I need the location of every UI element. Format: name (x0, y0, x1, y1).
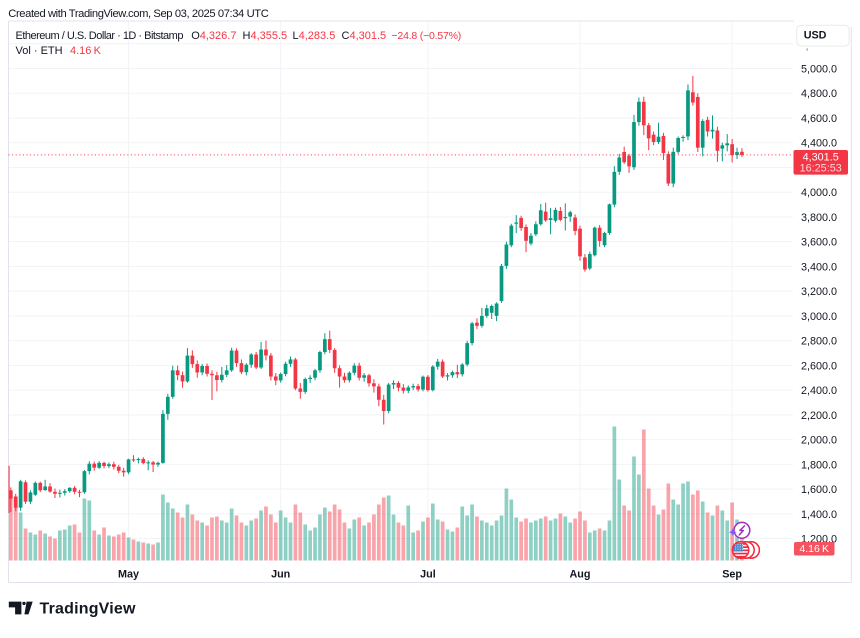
svg-text:16:25:53: 16:25:53 (800, 162, 842, 174)
svg-text:5,000.0: 5,000.0 (801, 64, 837, 76)
svg-text:Jun: Jun (271, 569, 290, 581)
svg-text:1,600.0: 1,600.0 (801, 484, 837, 496)
svg-text:Aug: Aug (570, 569, 591, 581)
svg-text:3,200.0: 3,200.0 (801, 286, 837, 298)
svg-text:Vol · ETH: Vol · ETH (16, 45, 63, 57)
svg-text:2,400.0: 2,400.0 (801, 385, 837, 397)
svg-text:C4,301.5: C4,301.5 (342, 30, 387, 42)
svg-text:2,600.0: 2,600.0 (801, 360, 837, 372)
svg-text:1,800.0: 1,800.0 (801, 459, 837, 471)
svg-text:4,301.5: 4,301.5 (803, 151, 839, 163)
svg-text:3,400.0: 3,400.0 (801, 261, 837, 273)
svg-text:4.16 K: 4.16 K (799, 543, 829, 555)
svg-text:4,600.0: 4,600.0 (801, 113, 837, 125)
svg-text:4,800.0: 4,800.0 (801, 88, 837, 100)
svg-text:Sep: Sep (722, 569, 742, 581)
svg-text:4,000.0: 4,000.0 (801, 187, 837, 199)
svg-text:Created with TradingView.com,: Created with TradingView.com, Sep 03, 20… (8, 8, 268, 20)
svg-text:−24.8 (−0.57%): −24.8 (−0.57%) (392, 30, 462, 42)
svg-text:May: May (118, 569, 139, 581)
svg-text:H4,355.5: H4,355.5 (243, 30, 288, 42)
svg-text:2,000.0: 2,000.0 (801, 435, 837, 447)
svg-text:1,400.0: 1,400.0 (801, 509, 837, 521)
svg-text:3,000.0: 3,000.0 (801, 311, 837, 323)
svg-text:2,800.0: 2,800.0 (801, 336, 837, 348)
svg-text:L4,283.5: L4,283.5 (293, 30, 336, 42)
svg-text:4,400.0: 4,400.0 (801, 138, 837, 150)
svg-text:3,600.0: 3,600.0 (801, 237, 837, 249)
svg-text:3,800.0: 3,800.0 (801, 212, 837, 224)
svg-text:USD: USD (804, 30, 827, 42)
svg-text:2,200.0: 2,200.0 (801, 410, 837, 422)
svg-text:O4,326.7: O4,326.7 (191, 30, 236, 42)
svg-text:TradingView: TradingView (40, 600, 137, 617)
svg-text:Jul: Jul (420, 569, 436, 581)
svg-text:4.16 K: 4.16 K (70, 45, 102, 57)
svg-text:Ethereum / U.S. Dollar · 1D ·: Ethereum / U.S. Dollar · 1D · Bitstamp (16, 30, 184, 42)
